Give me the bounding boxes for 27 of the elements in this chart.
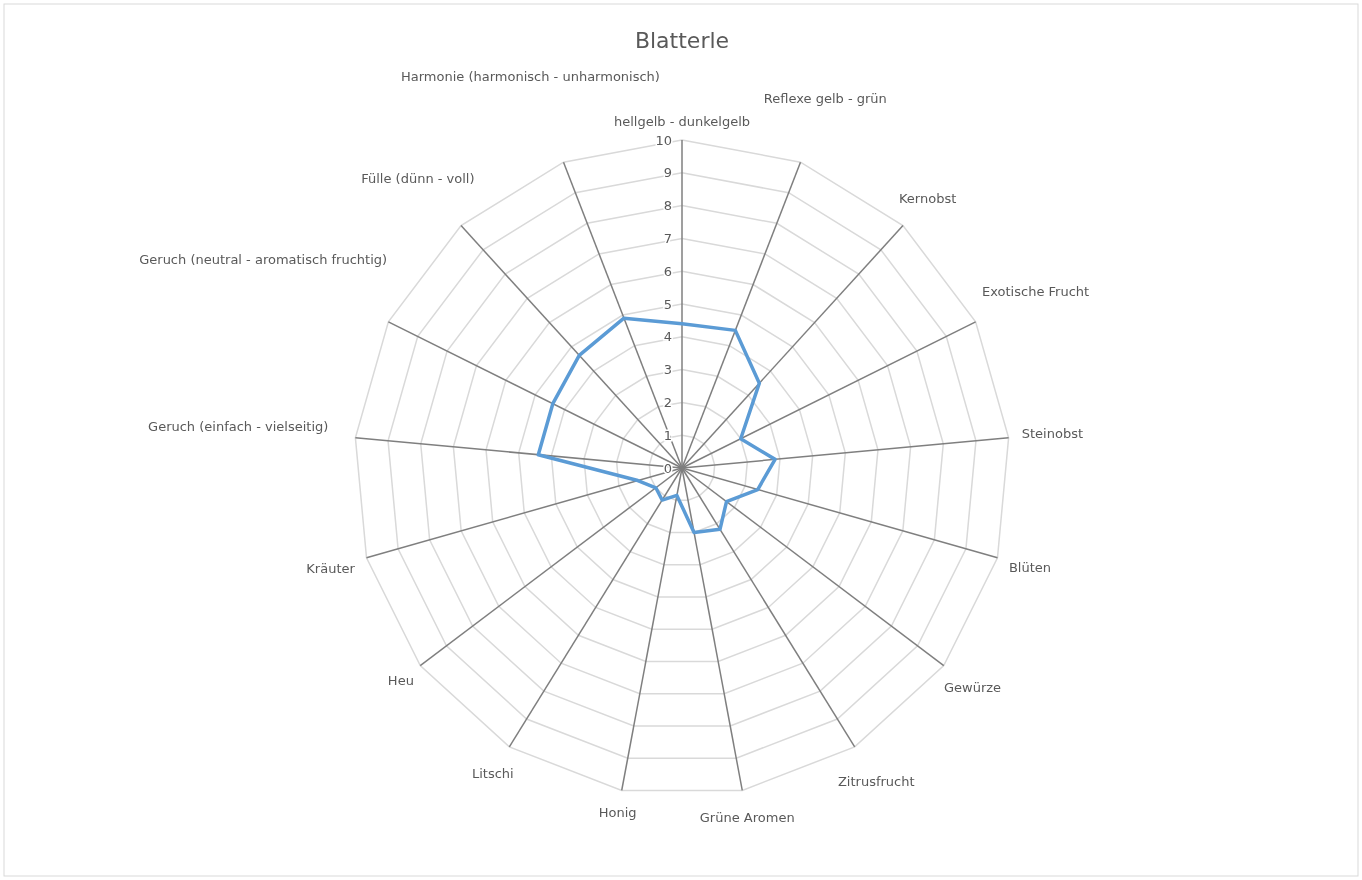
spoke-label: Honig: [598, 804, 637, 820]
spoke-label: Harmonie (harmonisch - unharmonisch): [400, 69, 660, 85]
y-tick-label: 5: [663, 296, 672, 312]
spoke-label: Zitrusfrucht: [837, 774, 915, 790]
y-tick-label: 2: [663, 394, 672, 410]
spoke-label: Reflexe gelb - grün: [763, 90, 887, 106]
spoke-label: Heu: [387, 672, 414, 688]
spoke-label: Blüten: [1008, 559, 1052, 575]
spoke-label: Geruch (neutral - aromatisch fruchtig): [139, 252, 388, 267]
y-tick-label: 6: [663, 263, 672, 279]
spoke-label: Steinobst: [1021, 426, 1084, 442]
y-tick-label: 9: [663, 165, 672, 181]
spoke-label: Litschi: [471, 766, 514, 782]
spoke-label: Geruch (einfach - vielseitig): [148, 419, 329, 435]
y-tick-label: 3: [663, 362, 672, 378]
spoke-label: Grüne Aromen: [699, 809, 795, 825]
spoke-label: Fülle (dünn - voll): [361, 170, 475, 186]
chart-title: Blatterle: [634, 28, 730, 53]
y-tick-label: 4: [663, 329, 672, 345]
spoke-label: hellgelb - dunkelgelb: [613, 113, 751, 129]
spoke-label: Kräuter: [306, 560, 356, 576]
spoke-label: Exotische Frucht: [982, 284, 1090, 300]
spoke-label: Gewürze: [943, 679, 1002, 695]
y-tick-label: 8: [663, 198, 672, 214]
y-tick-label: 10: [655, 132, 672, 148]
spoke-label: Kernobst: [898, 191, 957, 207]
y-tick-label: 7: [663, 230, 672, 246]
